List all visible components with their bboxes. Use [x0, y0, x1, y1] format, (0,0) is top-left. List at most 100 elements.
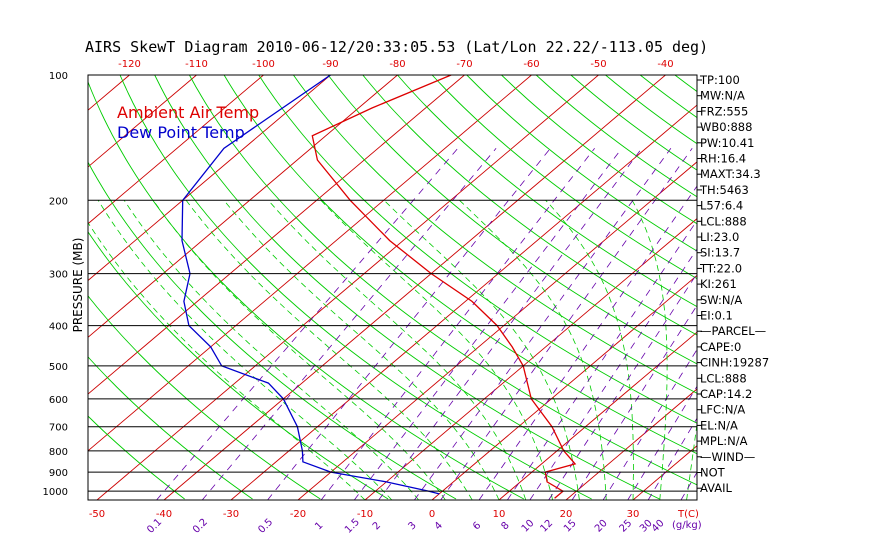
dry-adiabat-line [88, 415, 185, 500]
moist-adiabat-line [268, 200, 527, 500]
dry-adiabat-line [154, 75, 660, 500]
index-label: LI:23.0 [700, 230, 739, 244]
index-label: EI:0.1 [700, 309, 733, 323]
dry-adiabat-line [501, 75, 697, 225]
pressure-tick-label: 800 [49, 447, 68, 458]
index-label: SI:13.7 [700, 246, 740, 260]
dry-adiabat-line [293, 75, 697, 394]
bottom-temp-tick: 20 [560, 509, 573, 520]
mixing-ratio-label: 1 [313, 520, 325, 532]
pressure-tick-label: 400 [49, 322, 68, 333]
index-label: L57:6.4 [700, 199, 743, 213]
dry-adiabat-line [779, 75, 870, 499]
mixing-ratio-label: 6 [471, 520, 483, 532]
pressure-tick-label: 300 [49, 270, 68, 281]
dry-adiabat-line [327, 75, 697, 365]
moist-adiabat-line [97, 200, 393, 500]
top-temp-tick: -70 [456, 59, 472, 70]
index-label: NOT [700, 466, 726, 480]
mixing-ratio-line [156, 148, 459, 500]
bottom-temp-tick: 10 [493, 509, 506, 520]
pressure-tick-label: 900 [49, 468, 68, 479]
index-label: MPL:N/A [700, 434, 748, 448]
moist-adiabat-line [631, 200, 668, 500]
moist-adiabat-line [320, 200, 553, 500]
index-label: TT:22.0 [699, 261, 742, 275]
moist-adiabat-line [185, 200, 473, 500]
mixing-ratio-line [201, 148, 497, 500]
mixing-ratio-label: 0.5 [256, 517, 275, 536]
top-temp-tick: -80 [389, 59, 405, 70]
isotherm-line [431, 274, 697, 500]
dry-adiabat-line [535, 75, 697, 198]
dry-adiabat-line [223, 75, 697, 455]
pressure-tick-label: 700 [49, 423, 68, 434]
isotherm-line [230, 104, 697, 500]
isotherm-line [163, 75, 666, 500]
bottom-temp-tick: -30 [223, 509, 239, 520]
mixing-ratio-line [647, 417, 697, 500]
index-label: —PARCEL— [700, 324, 766, 338]
mixing-ratio-label: 4 [433, 520, 445, 532]
dry-adiabat-line [88, 161, 457, 500]
bottom-temp-tick: -20 [290, 509, 306, 520]
top-temp-tick: -110 [185, 59, 208, 70]
isotherm-line [0, 75, 63, 500]
index-label: KI:261 [700, 277, 737, 291]
y-axis-label: PRESSURE (MB) [71, 238, 85, 333]
pressure-tick-label: 100 [49, 71, 68, 82]
mixing-ratio-line [602, 348, 697, 500]
pressure-tick-label: 500 [49, 362, 68, 373]
mixing-ratio-line [529, 248, 697, 500]
index-label: LCL:888 [700, 371, 747, 385]
dry-adiabat-line [189, 75, 697, 486]
dry-adiabat-line [431, 75, 697, 280]
isotherm-line [88, 75, 465, 395]
index-label: CAPE:0 [700, 340, 741, 354]
moist-adiabat-line [223, 200, 500, 500]
pressure-tick-label: 1000 [43, 487, 68, 498]
isotherm-line [88, 75, 197, 168]
mixing-ratio-line [378, 148, 643, 500]
mixing-ratio-line [627, 385, 697, 500]
index-label: TP:100 [699, 73, 740, 87]
pressure-tick-label: 200 [49, 196, 68, 207]
index-label: —WIND— [700, 450, 755, 464]
isotherm-line [297, 161, 697, 500]
chart-grid [0, 75, 870, 500]
mixing-ratio-label: 2 [371, 520, 383, 532]
top-temp-tick: -40 [657, 59, 673, 70]
mixing-ratio-label: 0.2 [191, 517, 210, 536]
legend-ambient-air-temp: Ambient Air Temp [117, 103, 259, 122]
mixing-ratio-line [548, 272, 697, 500]
index-label: RH:16.4 [700, 152, 746, 166]
top-temp-tick: -50 [590, 59, 606, 70]
bottom-temp-tick: -10 [357, 509, 373, 520]
index-label: AVAIL [700, 481, 733, 495]
moist-adiabat-line [88, 221, 366, 500]
isotherm-line [96, 75, 599, 500]
index-label: TH:5463 [699, 183, 749, 197]
index-label: EL:N/A [700, 418, 738, 432]
index-label: LFC:N/A [700, 403, 745, 417]
mixing-ratio-line [320, 148, 595, 500]
isotherm-line [88, 75, 331, 282]
moist-adiabat-line [383, 200, 580, 500]
mixing-ratio-label: 12 [538, 518, 555, 535]
mixing-ratio-line [267, 148, 551, 500]
bottom-temp-tick: -40 [156, 509, 172, 520]
dry-adiabat-line [119, 75, 592, 500]
mixing-ratio-line [478, 185, 697, 500]
x-axis-label: T(C) [677, 509, 699, 520]
dry-adiabat-line [362, 75, 697, 336]
dew-point-temp-line [181, 75, 440, 495]
mixing-ratio-unit: (g/kg) [672, 520, 702, 531]
mixing-ratio-line [440, 148, 693, 500]
mixing-ratio-label: 20 [593, 518, 610, 535]
dry-adiabat-line [258, 75, 697, 424]
dry-adiabat-line [639, 75, 697, 119]
top-temp-tick: -120 [118, 59, 141, 70]
mixing-ratio-label: 3 [406, 520, 418, 532]
